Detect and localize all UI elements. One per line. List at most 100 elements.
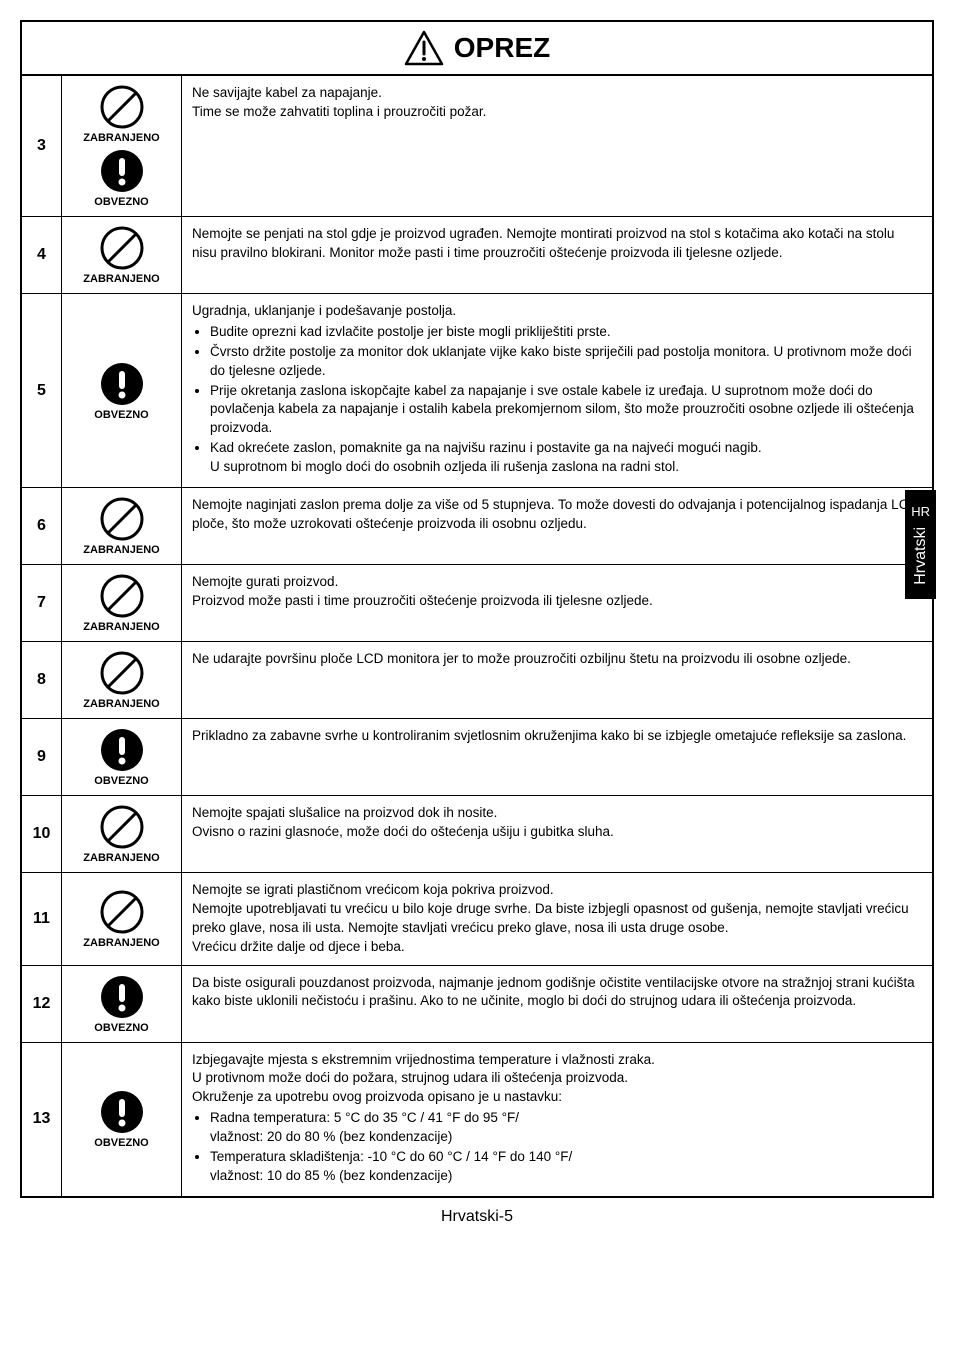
- row-text: Da biste osigurali pouzdanost proizvoda,…: [192, 974, 922, 1012]
- bullet-item: Čvrsto držite postolje za monitor dok uk…: [210, 343, 922, 381]
- prohibit-icon: [99, 804, 145, 850]
- prohibit-icon: [99, 84, 145, 130]
- mandatory-icon: [99, 974, 145, 1020]
- icon-stack: ZABRANJENO: [83, 804, 159, 864]
- table-row: 5 OBVEZNO Ugradnja, uklanjanje i podešavan…: [22, 294, 932, 488]
- icon-stack: ZABRANJENO: [83, 84, 159, 144]
- icon-label: ZABRANJENO: [83, 132, 159, 144]
- row-content: Da biste osigurali pouzdanost proizvoda,…: [182, 966, 932, 1042]
- table-row: 4 ZABRANJENO Nemojte se penjati na stol gd…: [22, 217, 932, 294]
- bullet-item: Kad okrećete zaslon, pomaknite ga na naj…: [210, 439, 922, 477]
- row-content: Ne savijajte kabel za napajanje.Time se …: [182, 76, 932, 216]
- bullet-item: Radna temperatura: 5 °C do 35 °C / 41 °F…: [210, 1109, 922, 1147]
- row-icons: ZABRANJENO: [62, 873, 182, 965]
- row-icons: ZABRANJENO: [62, 217, 182, 293]
- icon-stack: ZABRANJENO: [83, 650, 159, 710]
- table-row: 10 ZABRANJENO Nemojte spajati slušalice na…: [22, 796, 932, 873]
- icon-stack: OBVEZNO: [94, 1089, 148, 1149]
- icon-label: ZABRANJENO: [83, 621, 159, 633]
- row-icons: OBVEZNO: [62, 294, 182, 487]
- warning-triangle-icon: [404, 30, 444, 66]
- row-icons: OBVEZNO: [62, 1043, 182, 1196]
- icon-label: ZABRANJENO: [83, 273, 159, 285]
- row-lead: Izbjegavajte mjesta s ekstremnim vrijedn…: [192, 1051, 922, 1108]
- icon-stack: OBVEZNO: [94, 974, 148, 1034]
- mandatory-icon: [99, 361, 145, 407]
- row-content: Nemojte se igrati plastičnom vrećicom ko…: [182, 873, 932, 965]
- table-row: 9 OBVEZNO Prikladno za zabavne svrhe u kon…: [22, 719, 932, 796]
- row-number: 4: [22, 217, 62, 293]
- prohibit-icon: [99, 650, 145, 696]
- row-icons: OBVEZNO: [62, 966, 182, 1042]
- row-number: 10: [22, 796, 62, 872]
- prohibit-icon: [99, 225, 145, 271]
- icon-stack: ZABRANJENO: [83, 889, 159, 949]
- icon-label: ZABRANJENO: [83, 544, 159, 556]
- row-text: Nemojte gurati proizvod.Proizvod može pa…: [192, 573, 922, 611]
- table-row: 6 ZABRANJENO Nemojte naginjati zaslon prem…: [22, 488, 932, 565]
- row-content: Prikladno za zabavne svrhe u kontroliran…: [182, 719, 932, 795]
- row-text: Nemojte se penjati na stol gdje je proiz…: [192, 225, 922, 263]
- icon-label: OBVEZNO: [94, 196, 148, 208]
- row-number: 7: [22, 565, 62, 641]
- row-number: 6: [22, 488, 62, 564]
- table-row: 13 OBVEZNO Izbjegavajte mjesta s ekstremni…: [22, 1043, 932, 1196]
- icon-stack: OBVEZNO: [94, 727, 148, 787]
- icon-stack: ZABRANJENO: [83, 573, 159, 633]
- icon-stack: ZABRANJENO: [83, 496, 159, 556]
- icon-label: OBVEZNO: [94, 775, 148, 787]
- row-content: Nemojte gurati proizvod.Proizvod može pa…: [182, 565, 932, 641]
- icon-label: OBVEZNO: [94, 1022, 148, 1034]
- row-text: Ne udarajte površinu ploče LCD monitora …: [192, 650, 922, 669]
- icon-label: OBVEZNO: [94, 1137, 148, 1149]
- bullet-item: Prije okretanja zaslona iskopčajte kabel…: [210, 382, 922, 439]
- row-number: 3: [22, 76, 62, 216]
- prohibit-icon: [99, 496, 145, 542]
- lang-code: HR: [911, 504, 930, 519]
- row-icons: ZABRANJENO: [62, 796, 182, 872]
- mandatory-icon: [99, 1089, 145, 1135]
- safety-table: OPREZ 3 ZABRANJENO OBVEZNO Ne savijajte kab…: [20, 20, 934, 1198]
- row-text: Prikladno za zabavne svrhe u kontroliran…: [192, 727, 922, 746]
- header-row: OPREZ: [22, 22, 932, 76]
- table-row: 11ZABRANJENONemojte se igrati plastičnom…: [22, 873, 932, 966]
- row-number: 9: [22, 719, 62, 795]
- icon-label: OBVEZNO: [94, 409, 148, 421]
- row-icons: ZABRANJENO: [62, 488, 182, 564]
- bullet-item: Temperatura skladištenja: -10 °C do 60 °…: [210, 1148, 922, 1186]
- mandatory-icon: [99, 148, 145, 194]
- row-icons: ZABRANJENO: [62, 565, 182, 641]
- prohibit-icon: [99, 573, 145, 619]
- page-footer: Hrvatski-5: [20, 1208, 934, 1226]
- row-bullets: Budite oprezni kad izvlačite postolje je…: [192, 323, 922, 477]
- icon-label: ZABRANJENO: [83, 937, 159, 949]
- row-content: Nemojte spajati slušalice na proizvod do…: [182, 796, 932, 872]
- row-number: 12: [22, 966, 62, 1042]
- icon-label: ZABRANJENO: [83, 852, 159, 864]
- row-lead: Ugradnja, uklanjanje i podešavanje posto…: [192, 302, 922, 321]
- prohibit-icon: [99, 889, 145, 935]
- icon-stack: ZABRANJENO: [83, 225, 159, 285]
- icon-stack: OBVEZNO: [94, 148, 148, 208]
- language-tab: HR Hrvatski: [905, 490, 936, 599]
- row-text: Nemojte spajati slušalice na proizvod do…: [192, 804, 922, 842]
- mandatory-icon: [99, 727, 145, 773]
- table-row: 8 ZABRANJENO Ne udarajte površinu ploče LC…: [22, 642, 932, 719]
- row-bullets: Radna temperatura: 5 °C do 35 °C / 41 °F…: [192, 1109, 922, 1186]
- bullet-item: Budite oprezni kad izvlačite postolje je…: [210, 323, 922, 342]
- row-content: Nemojte naginjati zaslon prema dolje za …: [182, 488, 932, 564]
- table-row: 12 OBVEZNO Da biste osigurali pouzdanost p…: [22, 966, 932, 1043]
- row-text: Ne savijajte kabel za napajanje.Time se …: [192, 84, 922, 122]
- row-icons: ZABRANJENO OBVEZNO: [62, 76, 182, 216]
- row-number: 5: [22, 294, 62, 487]
- header-title: OPREZ: [454, 32, 550, 64]
- icon-stack: OBVEZNO: [94, 361, 148, 421]
- row-number: 13: [22, 1043, 62, 1196]
- row-content: Ne udarajte površinu ploče LCD monitora …: [182, 642, 932, 718]
- row-text: Nemojte se igrati plastičnom vrećicom ko…: [192, 881, 922, 957]
- row-content: Nemojte se penjati na stol gdje je proiz…: [182, 217, 932, 293]
- table-row: 3 ZABRANJENO OBVEZNO Ne savijajte kabel za …: [22, 76, 932, 217]
- row-text: Nemojte naginjati zaslon prema dolje za …: [192, 496, 922, 534]
- row-icons: OBVEZNO: [62, 719, 182, 795]
- row-number: 8: [22, 642, 62, 718]
